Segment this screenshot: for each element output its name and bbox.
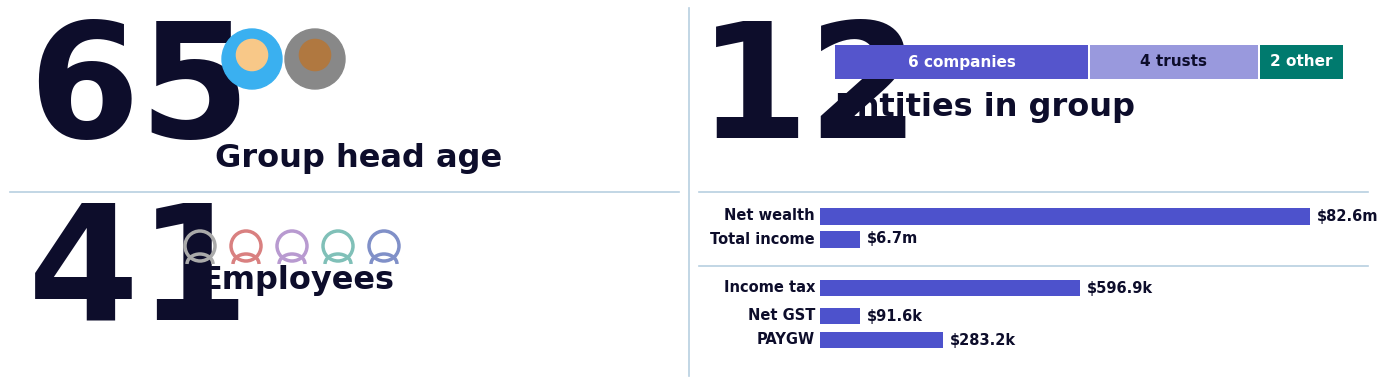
Text: 2 other: 2 other	[1271, 55, 1333, 70]
Text: $91.6k: $91.6k	[867, 308, 923, 323]
Text: $82.6m: $82.6m	[1317, 209, 1378, 223]
FancyBboxPatch shape	[820, 207, 1310, 225]
Text: Income tax: Income tax	[723, 280, 814, 296]
FancyBboxPatch shape	[820, 280, 1080, 296]
Text: Net GST: Net GST	[748, 308, 814, 323]
FancyBboxPatch shape	[820, 332, 944, 348]
Text: $283.2k: $283.2k	[951, 333, 1017, 348]
FancyBboxPatch shape	[820, 308, 860, 324]
Text: Employees: Employees	[200, 265, 394, 296]
Circle shape	[285, 29, 344, 89]
Text: 41: 41	[28, 198, 251, 353]
Text: 12: 12	[699, 16, 921, 171]
Circle shape	[237, 40, 267, 71]
Text: Entities in group: Entities in group	[835, 92, 1135, 123]
FancyBboxPatch shape	[1090, 45, 1258, 79]
Text: $596.9k: $596.9k	[1087, 280, 1153, 296]
Text: 6 companies: 6 companies	[908, 55, 1016, 70]
Circle shape	[222, 29, 282, 89]
FancyBboxPatch shape	[1259, 45, 1344, 79]
Text: $6.7m: $6.7m	[867, 232, 918, 247]
Text: Total income: Total income	[711, 232, 814, 247]
Text: Net wealth: Net wealth	[725, 209, 814, 223]
Text: 65: 65	[28, 16, 251, 171]
Text: 4 trusts: 4 trusts	[1141, 55, 1207, 70]
Text: Group head age: Group head age	[215, 143, 502, 174]
FancyBboxPatch shape	[835, 45, 1089, 79]
Text: PAYGW: PAYGW	[757, 333, 814, 348]
Circle shape	[299, 40, 331, 71]
FancyBboxPatch shape	[820, 230, 860, 248]
